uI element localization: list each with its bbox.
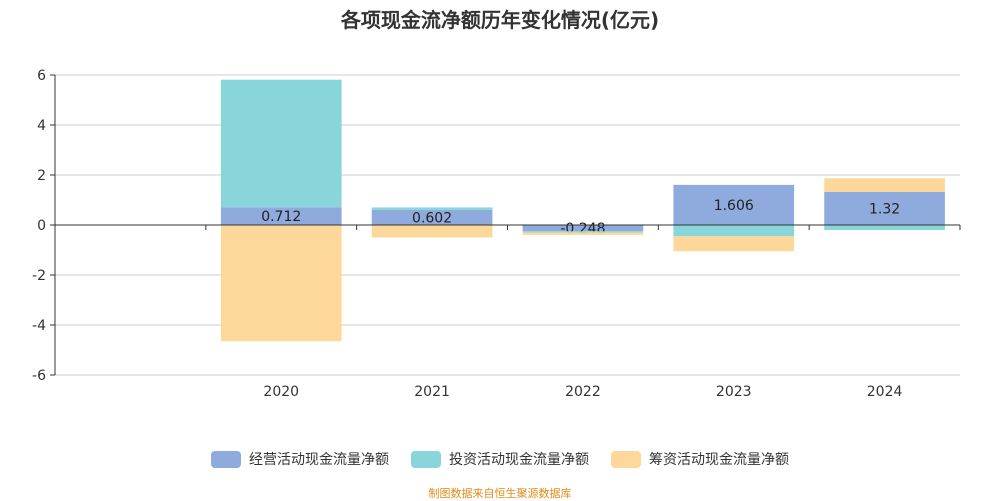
x-tick-label: 2024 [867,384,903,400]
y-tick-label: -6 [32,368,46,384]
legend-item[interactable]: 投资活动现金流量净额 [411,449,589,469]
bar-segment [673,236,795,252]
chart-title: 各项现金流净额历年变化情况(亿元) [340,8,660,32]
data-label: 0.712 [261,209,301,225]
bar-segment [371,225,493,238]
y-tick-label: 4 [37,118,46,134]
bar-segment [673,225,795,237]
x-tick-label: 2022 [565,384,601,400]
bar-segment [522,225,644,232]
bar-segment [824,225,945,230]
bar-segment [220,225,342,342]
x-tick-label: 2020 [263,384,299,400]
bar-segment [371,209,493,225]
bar-segment [824,192,945,225]
legend-swatch [211,450,241,468]
y-tick-label: 0 [37,218,46,234]
legend-item[interactable]: 筹资活动现金流量净额 [611,449,789,469]
source-footer: 制图数据来自恒生聚源数据库 [428,487,572,500]
y-tick-label: -4 [32,318,46,334]
y-tick-label: -2 [32,268,46,284]
y-tick-label: 2 [37,168,46,184]
y-tick-label: 6 [37,68,46,84]
legend-item[interactable]: 经营活动现金流量净额 [211,449,389,469]
bar-segment [824,178,945,192]
legend-label: 投资活动现金流量净额 [449,452,589,468]
legend-label: 经营活动现金流量净额 [249,452,389,468]
chart-legend: 经营活动现金流量净额 投资活动现金流量净额 筹资活动现金流量净额 [0,449,1000,469]
bar-segment [371,207,493,210]
x-tick-label: 2021 [414,384,450,400]
bar-segment [522,232,644,235]
legend-swatch [611,450,641,468]
bar-segment [220,207,342,225]
bar-segment [673,184,795,225]
data-label: 1.32 [869,202,900,218]
legend-label: 筹资活动现金流量净额 [649,452,789,468]
bar-segment [220,79,342,208]
bar-segment [522,231,644,233]
data-label: 0.602 [412,210,452,226]
x-tick-label: 2023 [716,384,752,400]
data-label: 1.606 [714,198,754,214]
legend-swatch [411,450,441,468]
